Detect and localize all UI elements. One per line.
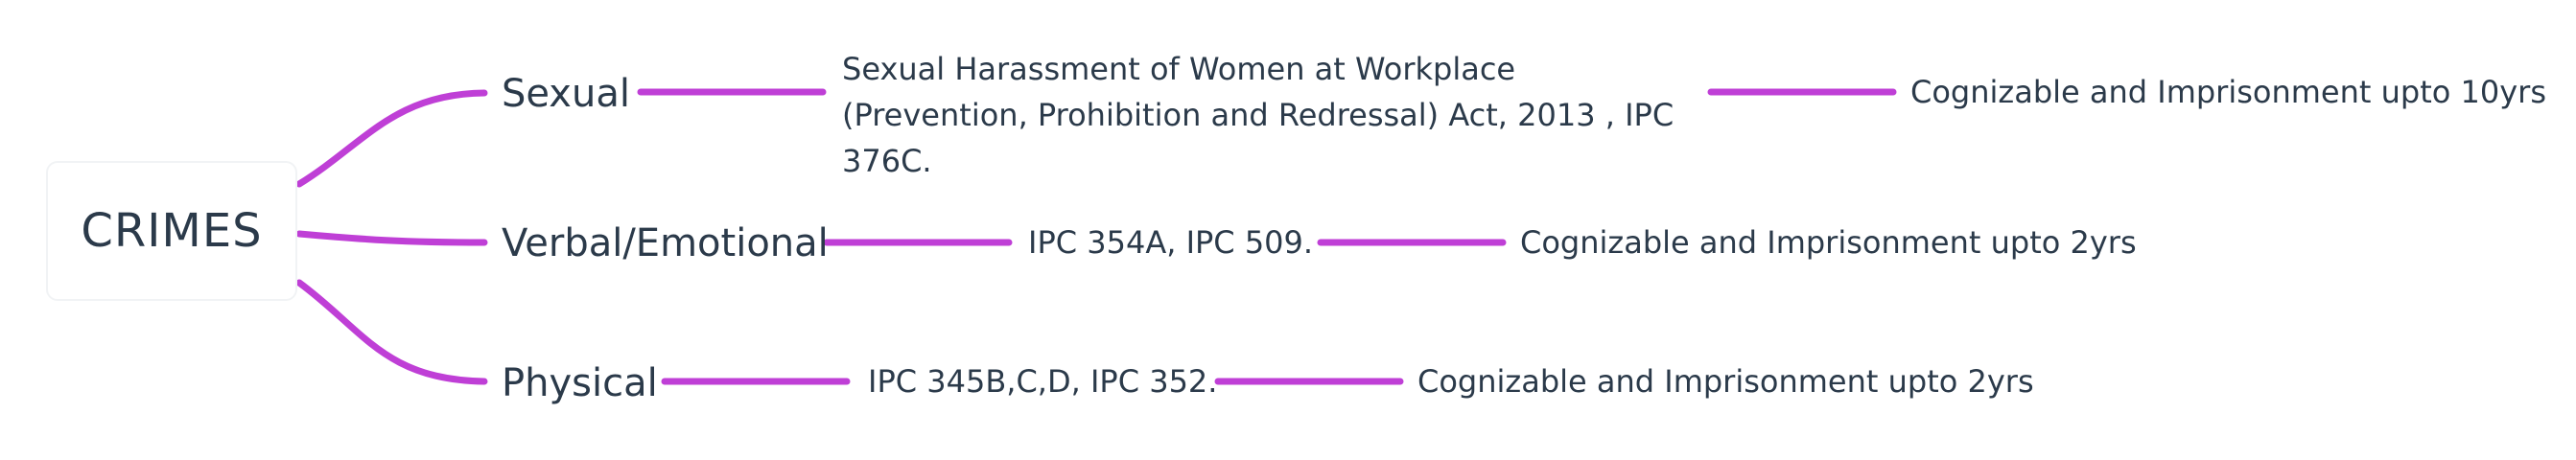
penalty-verbal-emotional: Cognizable and Imprisonment upto 2yrs: [1520, 224, 2137, 261]
penalty-physical: Cognizable and Imprisonment upto 2yrs: [1417, 363, 2034, 400]
connector-root-sexual: [295, 89, 488, 188]
connector-root-verbal: [295, 230, 488, 246]
root-node-label: CRIMES: [81, 204, 263, 258]
root-node-box: [46, 161, 297, 301]
category-physical: Physical: [502, 361, 658, 405]
law-verbal-emotional: IPC 354A, IPC 509.: [1028, 224, 1314, 261]
category-verbal-emotional: Verbal/Emotional: [502, 221, 829, 265]
penalty-sexual: Cognizable and Imprisonment upto 10yrs: [1910, 74, 2546, 110]
connector-root-physical: [295, 279, 488, 385]
law-physical: IPC 345B,C,D, IPC 352.: [868, 363, 1218, 400]
law-sexual: Sexual Harassment of Women at Workplace …: [842, 51, 1674, 179]
category-sexual: Sexual: [502, 72, 630, 116]
